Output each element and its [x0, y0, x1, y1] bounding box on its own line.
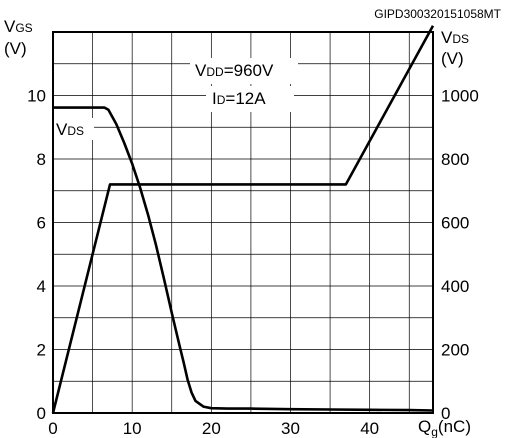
y-left-tick-label: 0	[37, 404, 46, 423]
x-tick-label: 10	[123, 419, 142, 438]
y-right-unit: (V)	[441, 49, 464, 68]
y-right-tick-label: 400	[441, 277, 469, 296]
y-left-unit: (V)	[4, 39, 27, 58]
annotation-box-vdd	[190, 58, 298, 84]
vds-label-box	[54, 118, 94, 140]
y-right-tick-label: 800	[441, 150, 469, 169]
annotation-vdd: VDD=960V	[195, 61, 274, 80]
y-left-tick-label: 4	[37, 277, 46, 296]
y-left-tick-label: 6	[37, 214, 46, 233]
y-right-tick-label: 1000	[441, 87, 479, 106]
y-right-tick-label: 600	[441, 214, 469, 233]
x-label: Qg(nC)	[418, 417, 471, 438]
vds-series-label: VDS	[56, 120, 84, 139]
y-left-tick-label: 10	[27, 87, 46, 106]
y-left-tick-label: 2	[37, 341, 46, 360]
annotation-id: ID=12A	[212, 89, 266, 108]
y-right-label: VDS	[441, 28, 469, 47]
y-right-tick-label: 200	[441, 341, 469, 360]
annotation-box-id	[206, 86, 294, 112]
x-tick-label: 0	[48, 419, 57, 438]
y-left-tick-label: 8	[37, 150, 46, 169]
y-right-tick-label: 0	[441, 404, 450, 423]
vgs-curve	[51, 25, 435, 414]
plot-frame	[52, 31, 434, 414]
vds-curve	[53, 106, 434, 412]
x-tick-label: 40	[360, 419, 379, 438]
x-tick-label: 20	[202, 419, 221, 438]
y-left-label: VGS	[4, 17, 33, 36]
figure-id: GIPD300320151058MT	[374, 7, 501, 21]
x-tick-label: 30	[281, 419, 300, 438]
